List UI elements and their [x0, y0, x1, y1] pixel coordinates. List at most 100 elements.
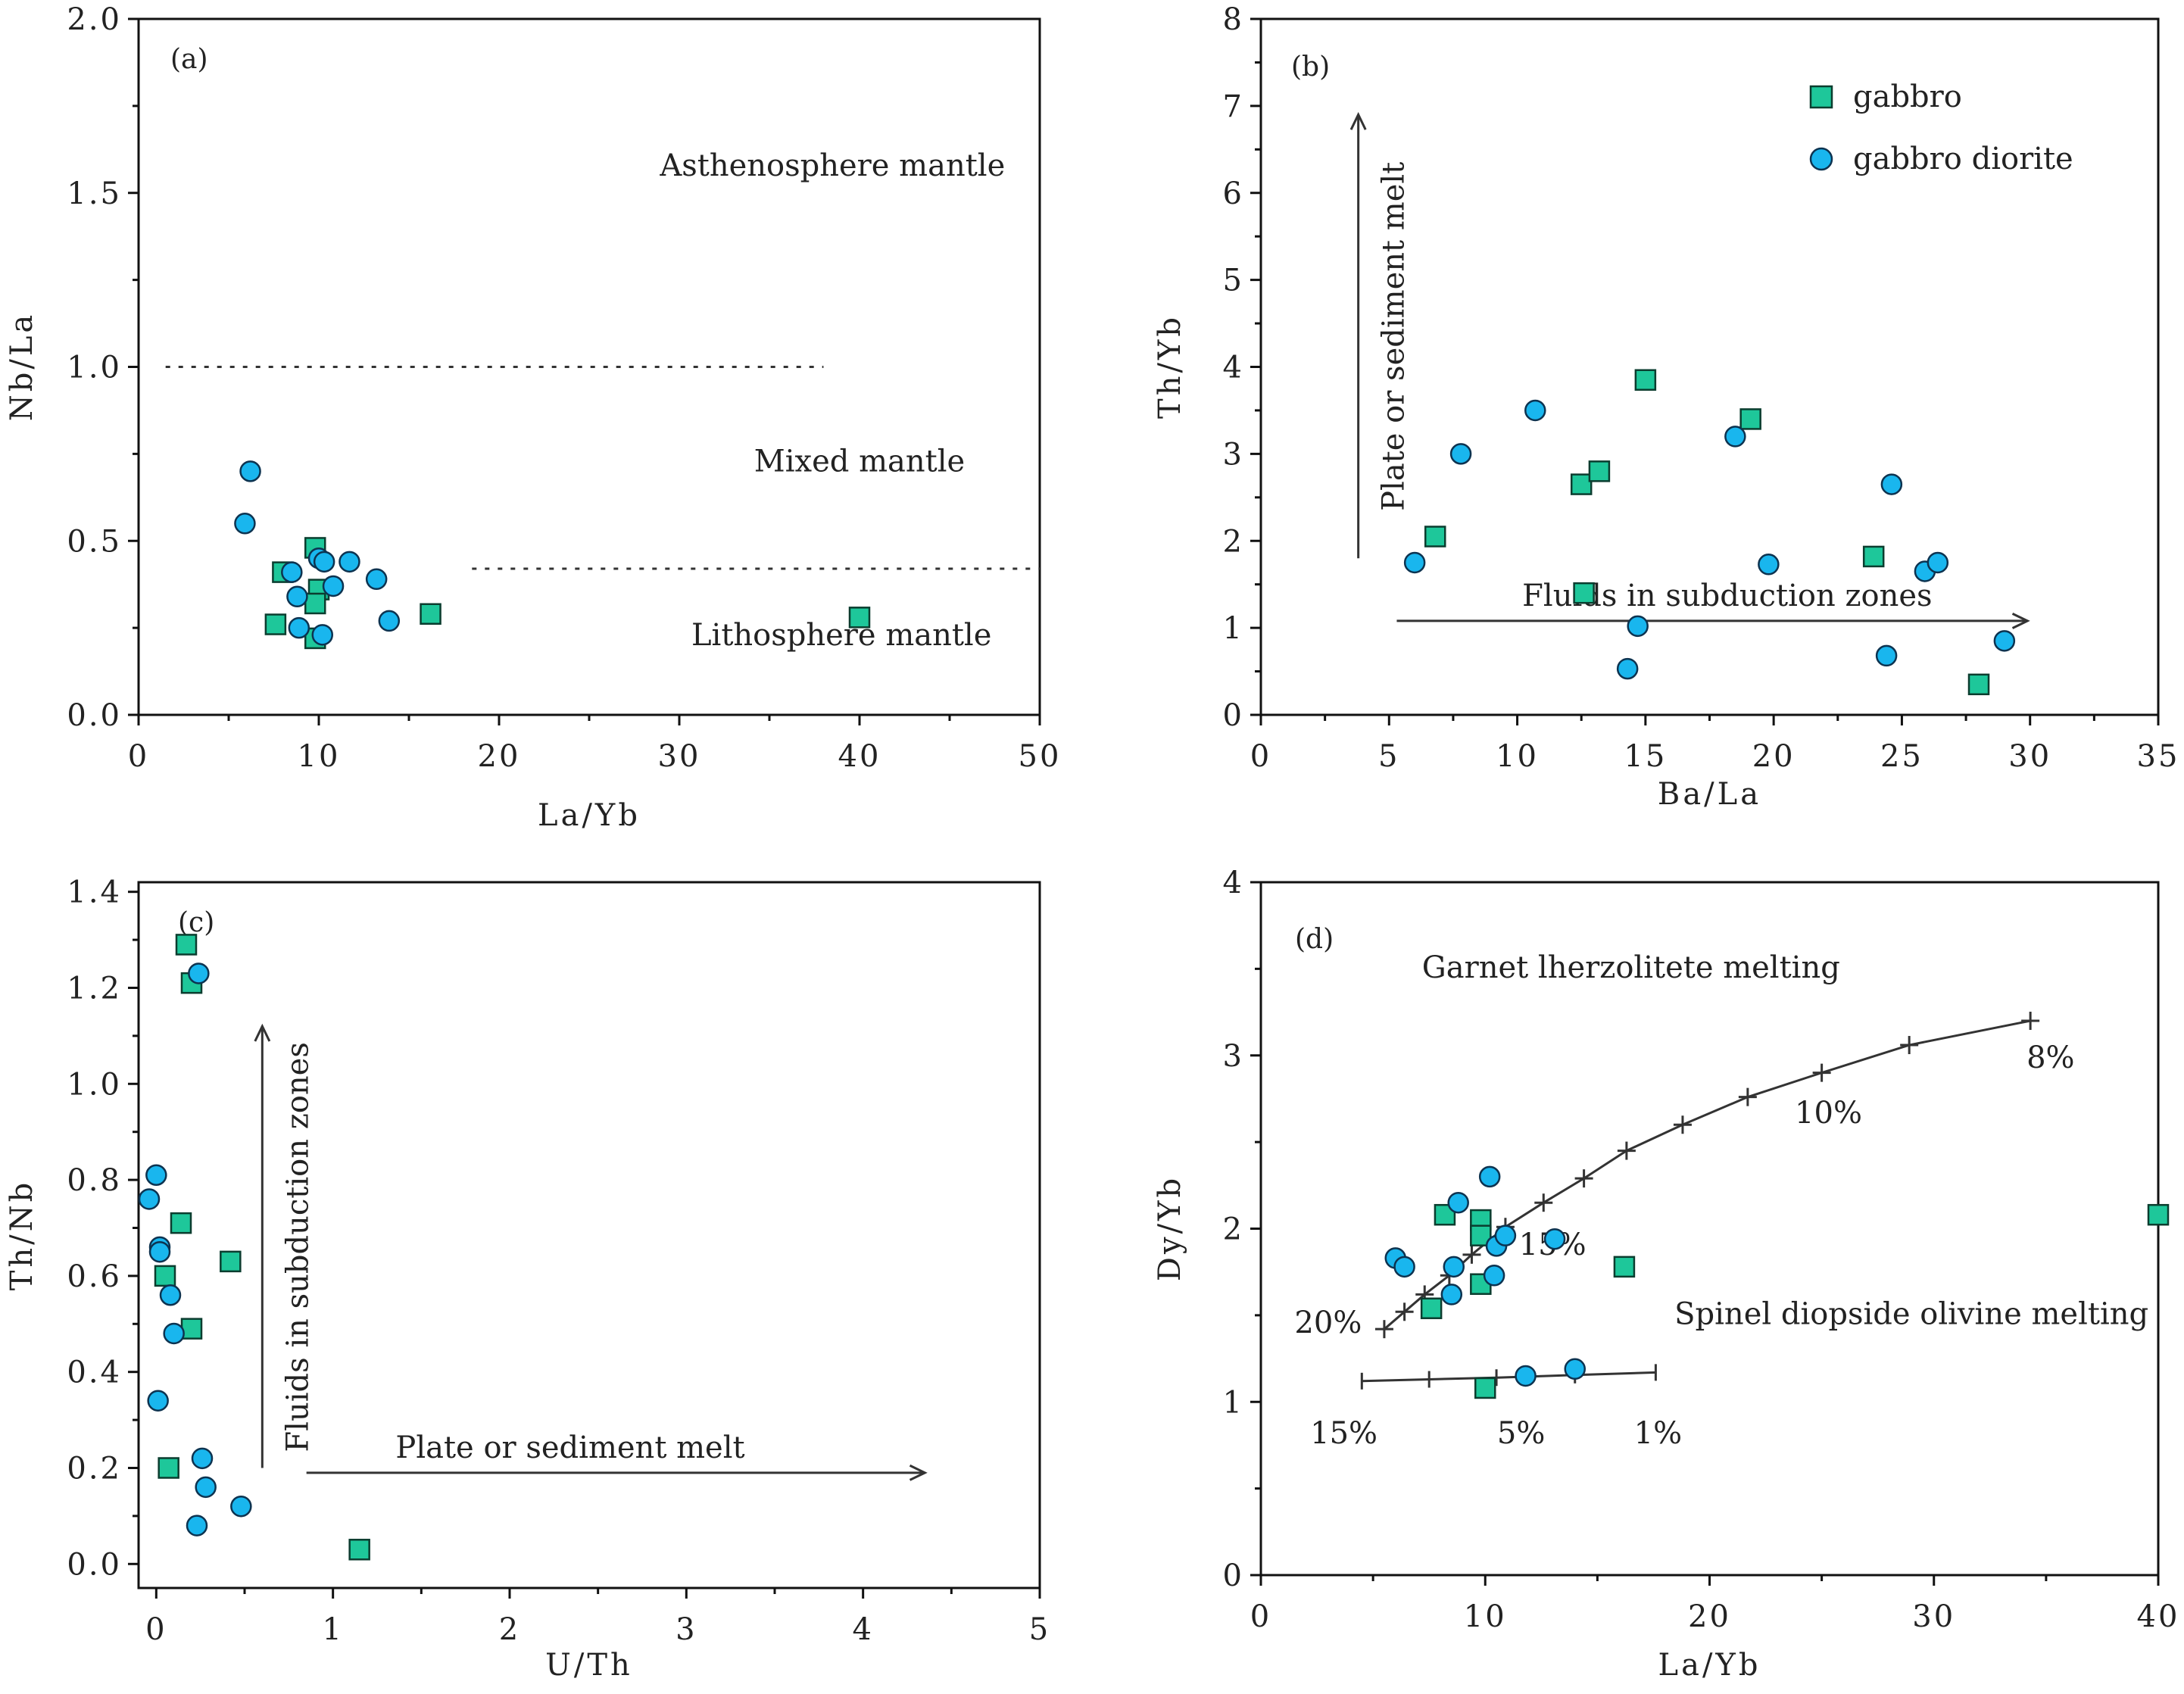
gabbro-point [175, 934, 198, 956]
gabbro-point [348, 1539, 370, 1561]
gabbro-diorite-point [1515, 1365, 1537, 1387]
gabbro-point [180, 1318, 203, 1340]
gabbro-diorite-point [286, 585, 308, 608]
gabbro-point [1967, 673, 1990, 696]
gabbro-point [848, 607, 871, 629]
arrow-head [1349, 111, 1367, 130]
gabbro-point [154, 1265, 176, 1287]
y-tick-label: 1 [1223, 611, 1244, 646]
panel-label: (d) [1295, 924, 1334, 955]
gabbro-diorite-point [1627, 615, 1649, 638]
x-tick-label: 5 [1029, 1612, 1050, 1647]
y-tick-label: 0.5 [67, 524, 122, 559]
y-tick-label: 0.2 [67, 1451, 122, 1486]
annotation: 15% [1310, 1416, 1377, 1451]
melting-curve [1362, 1371, 1656, 1383]
annotation: Asthenosphere mantle [659, 148, 1005, 183]
x-tick-label: 20 [1752, 739, 1796, 774]
gabbro-point [1424, 526, 1446, 548]
gabbro-point [264, 613, 287, 635]
x-tick-label: 15 [1624, 739, 1667, 774]
x-tick-label: 40 [838, 739, 881, 774]
annotation: 20% [1294, 1306, 1362, 1340]
y-axis-title: Nb/La [5, 312, 39, 422]
gabbro-point [1862, 545, 1885, 568]
x-axis-title: U/Th [545, 1648, 633, 1683]
gabbro-point [170, 1212, 192, 1234]
gabbro-diorite-point [1403, 551, 1426, 574]
gabbro-diorite-point [339, 551, 360, 573]
arrow-label: Plate or sediment melt [1377, 162, 1412, 511]
y-tick-label: 4 [1223, 866, 1244, 900]
x-tick-label: 40 [2137, 1599, 2180, 1634]
plot-frame-d [1259, 881, 2160, 1577]
x-tick-label: 30 [1912, 1599, 1955, 1634]
x-tick-label: 5 [1378, 739, 1399, 774]
x-axis-title: Ba/La [1658, 777, 1761, 812]
gabbro-point [1420, 1297, 1443, 1319]
panel-label: (c) [178, 907, 214, 938]
x-axis-title: La/Yb [538, 798, 641, 833]
y-tick-label: 2 [1223, 524, 1244, 559]
annotation: Mixed mantle [754, 444, 965, 479]
gabbro-diorite-point [1564, 1358, 1586, 1380]
x-tick-label: 50 [1019, 739, 1062, 774]
gabbro-diorite-point [186, 1515, 208, 1536]
plot-frame-a [137, 17, 1041, 716]
y-tick-label: 6 [1223, 176, 1244, 211]
panel-label: (b) [1291, 51, 1330, 83]
gabbro-diorite-point [145, 1164, 167, 1186]
y-tick-label: 0 [1223, 1558, 1244, 1593]
legend-label: gabbro [1853, 80, 1962, 114]
arrow-label: Plate or sediment melt [395, 1430, 744, 1465]
y-tick-label: 1.0 [67, 351, 122, 385]
arrow-head [909, 1464, 928, 1481]
annotation: 8% [2026, 1040, 2074, 1075]
y-tick-label: 0 [1223, 698, 1244, 733]
gabbro-diorite-point [1524, 399, 1546, 422]
gabbro-diorite-point [138, 1188, 161, 1210]
gabbro-point [158, 1457, 179, 1479]
x-tick-label: 1 [322, 1612, 343, 1647]
y-axis-title: Dy/Yb [1153, 1175, 1187, 1281]
gabbro-diorite-point [365, 568, 388, 591]
gabbro-diorite-point [147, 1390, 169, 1412]
gabbro-diorite-point [322, 575, 345, 597]
y-tick-label: 1.2 [67, 971, 122, 1006]
y-tick-label: 1.4 [67, 875, 122, 910]
gabbro-diorite-point [159, 1284, 182, 1306]
annotation: Spinel diopside olivine melting [1674, 1296, 2148, 1331]
gabbro-point [1634, 369, 1657, 391]
gabbro-diorite-point [1478, 1165, 1501, 1188]
gabbro-diorite-point [378, 610, 401, 632]
gabbro-diorite-point [288, 616, 310, 639]
gabbro-diorite-point [1616, 657, 1639, 680]
x-tick-label: 20 [1688, 1599, 1731, 1634]
x-tick-label: 25 [1880, 739, 1923, 774]
legend-circle-icon [1809, 147, 1833, 171]
arrow-label: Fluids in subduction zones [280, 1042, 315, 1452]
gabbro-diorite-point [188, 962, 210, 984]
gabbro-diorite-point [1447, 1191, 1469, 1214]
gabbro-point [2147, 1203, 2170, 1226]
gabbro-point [1613, 1256, 1636, 1278]
gabbro-diorite-point [1440, 1284, 1463, 1306]
gabbro-point [420, 603, 441, 625]
x-tick-label: 10 [298, 739, 341, 774]
y-tick-label: 7 [1223, 89, 1244, 124]
gabbro-diorite-point [1880, 473, 1903, 495]
y-tick-label: 0.6 [67, 1259, 122, 1294]
x-tick-label: 0 [1250, 1599, 1271, 1634]
y-tick-label: 4 [1223, 351, 1244, 385]
x-tick-label: 35 [2137, 739, 2180, 774]
legend: gabbro gabbro diorite [1809, 80, 2073, 176]
y-tick-label: 2.0 [67, 2, 122, 37]
gabbro-diorite-point [191, 1447, 214, 1470]
gabbro-point [1739, 408, 1761, 430]
gabbro-diorite-point [1993, 630, 2016, 652]
gabbro-diorite-point [234, 513, 256, 535]
gabbro-point [1573, 582, 1595, 604]
arrow-head [2011, 613, 2030, 629]
gabbro-diorite-point [1875, 644, 1898, 667]
